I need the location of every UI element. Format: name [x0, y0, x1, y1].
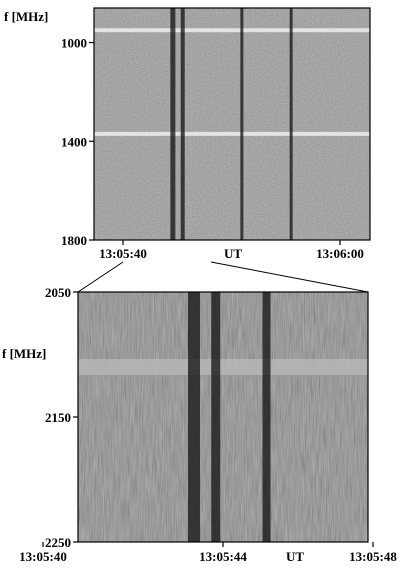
- x-tick-label: 13:05:48: [349, 549, 397, 564]
- top-x-ticks: 13:05:40 13:06:00: [99, 240, 364, 261]
- top-y-axis-label: f [MHz]: [4, 9, 48, 24]
- bottom-panel-noise: [78, 292, 368, 542]
- vertical-burst: [170, 8, 176, 240]
- y-tick-label: 2050: [45, 285, 71, 300]
- y-tick-label: 1000: [61, 36, 87, 51]
- top-panel: f [MHz] 1000 1400 1800 13:05:40 13:06:00 UT: [4, 7, 371, 261]
- bottom-panel-features: [78, 292, 368, 542]
- bottom-y-ticks: 2050 2150 2250: [45, 285, 78, 550]
- vertical-burst: [240, 8, 244, 240]
- zoom-connector-lines: [77, 261, 369, 293]
- top-x-axis-label: UT: [224, 246, 242, 261]
- top-panel-noise: [94, 8, 370, 240]
- bottom-x-axis-label: UT: [286, 549, 304, 564]
- zoom-line-left: [77, 261, 124, 293]
- horizontal-band: [94, 131, 370, 136]
- vertical-burst: [211, 292, 221, 542]
- bottom-y-axis-label: f [MHz]: [2, 346, 46, 361]
- top-panel-features: [94, 8, 370, 240]
- horizontal-band: [94, 28, 370, 33]
- y-tick-label: 1800: [61, 233, 87, 248]
- x-tick-label: 13:05:40: [19, 549, 67, 564]
- x-tick-label: 13:05:44: [199, 549, 247, 564]
- vertical-burst: [289, 8, 293, 240]
- y-tick-label: 2150: [45, 410, 71, 425]
- bottom-x-ticks: 13:05:40 13:05:44 13:05:48: [19, 542, 397, 564]
- zoom-line-right: [210, 261, 369, 293]
- vertical-burst: [262, 292, 271, 542]
- vertical-burst: [188, 292, 200, 542]
- y-tick-label: 1400: [61, 134, 87, 149]
- x-tick-label: 13:06:00: [316, 246, 364, 261]
- y-tick-label: 2250: [45, 535, 71, 550]
- x-tick-label: 13:05:40: [99, 246, 147, 261]
- horizontal-band: [78, 359, 368, 375]
- top-panel-frame: [93, 7, 371, 241]
- vertical-burst: [180, 8, 185, 240]
- top-y-ticks: 1000 1400 1800: [61, 36, 94, 248]
